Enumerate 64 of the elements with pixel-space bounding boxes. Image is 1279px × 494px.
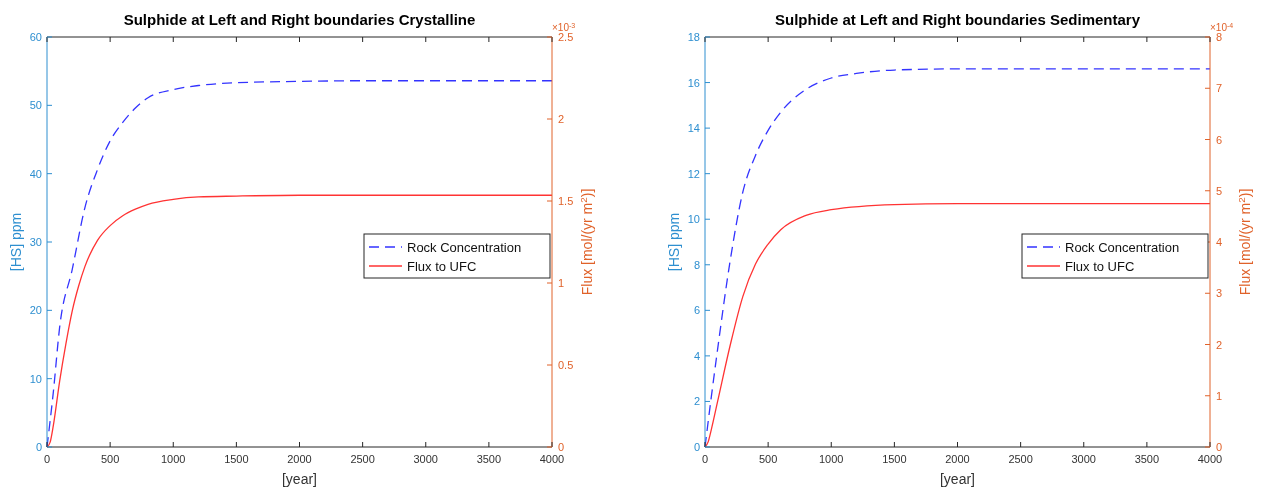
y2-tick-label: 3 bbox=[1216, 287, 1223, 300]
y2-tick-label: 1 bbox=[558, 277, 565, 289]
x-tick-label: 4000 bbox=[1197, 453, 1223, 465]
y-tick-label: 4 bbox=[693, 349, 700, 362]
y2-tick-label: 4 bbox=[1216, 236, 1223, 248]
y2-tick-label: 1 bbox=[1216, 389, 1223, 402]
y2-tick-label: 2 bbox=[558, 113, 565, 125]
line-series bbox=[704, 202, 1211, 448]
y-tick-label: 18 bbox=[687, 31, 700, 43]
y-tick-label: 50 bbox=[29, 99, 42, 112]
y-tick-label: 10 bbox=[687, 213, 700, 226]
y-axis-title: [HS] ppm bbox=[8, 212, 24, 272]
x-tick-label: 4000 bbox=[539, 453, 565, 465]
y-tick-label: 10 bbox=[29, 372, 42, 385]
x-tick-label: 0 bbox=[701, 453, 709, 465]
x-tick-label: 500 bbox=[100, 453, 120, 465]
y-tick-label: 8 bbox=[693, 258, 700, 271]
y2-tick-label: 0.5 bbox=[558, 359, 574, 371]
y-tick-label: 20 bbox=[29, 304, 42, 317]
chart-title: Sulphide at Left and Right boundaries Crystalline bbox=[123, 11, 476, 28]
y-tick-label: 2 bbox=[693, 395, 700, 408]
line-series bbox=[46, 194, 553, 448]
x-tick-label: 2500 bbox=[350, 453, 375, 465]
y2-tick-label: 5 bbox=[1216, 184, 1223, 197]
legend-label: Flux to UFC bbox=[407, 259, 477, 274]
y2-tick-label: 2 bbox=[1216, 338, 1223, 351]
y-tick-label: 30 bbox=[29, 236, 42, 248]
x-tick-label: 2000 bbox=[945, 453, 970, 465]
x-tick-label: 0 bbox=[43, 453, 51, 465]
x-axis-title: [year] bbox=[281, 471, 318, 487]
y-axis-title: [HS] ppm bbox=[666, 212, 682, 272]
legend-label: Rock Concentration bbox=[407, 240, 522, 255]
x-tick-label: 1000 bbox=[161, 453, 186, 465]
y-tick-label: 12 bbox=[687, 167, 700, 180]
x-tick-label: 3000 bbox=[413, 453, 438, 465]
y2-tick-label: 1.5 bbox=[558, 195, 574, 207]
y-tick-label: 60 bbox=[29, 31, 42, 43]
text: ×10$^{-4}$ bbox=[1210, 21, 1234, 33]
x-tick-label: 2000 bbox=[287, 453, 312, 465]
y-tick-label: 6 bbox=[693, 304, 700, 317]
y-tick-label: 0 bbox=[35, 441, 42, 453]
text: ×10$^{-3}$ bbox=[552, 21, 576, 33]
legend-label: Rock Concentration bbox=[1065, 240, 1180, 255]
x-tick-label: 3500 bbox=[476, 453, 502, 465]
chart-title: Sulphide at Left and Right boundaries Sedimentary bbox=[774, 11, 1141, 28]
x-tick-label: 3500 bbox=[1134, 453, 1160, 465]
x-axis-title: [year] bbox=[939, 471, 976, 487]
y2-tick-label: 2.5 bbox=[558, 31, 574, 43]
y-tick-label: 16 bbox=[687, 76, 700, 89]
x-tick-label: 3000 bbox=[1071, 453, 1096, 465]
y-tick-label: 40 bbox=[29, 167, 42, 180]
x-tick-label: 1500 bbox=[882, 453, 907, 465]
y2-tick-label: 6 bbox=[1216, 133, 1223, 146]
legend-label: Flux to UFC bbox=[1065, 259, 1135, 274]
y-tick-label: 14 bbox=[687, 122, 700, 135]
x-tick-label: 2500 bbox=[1008, 453, 1033, 465]
x-tick-label: 1000 bbox=[819, 453, 844, 465]
x-tick-label: 1500 bbox=[224, 453, 249, 465]
y2-tick-label: 0 bbox=[1216, 441, 1223, 453]
x-tick-label: 500 bbox=[758, 453, 778, 465]
y2-tick-label: 8 bbox=[1216, 31, 1223, 43]
y2-tick-label: 0 bbox=[558, 441, 565, 453]
y2-tick-label: 7 bbox=[1216, 82, 1223, 95]
y-tick-label: 0 bbox=[693, 441, 700, 453]
